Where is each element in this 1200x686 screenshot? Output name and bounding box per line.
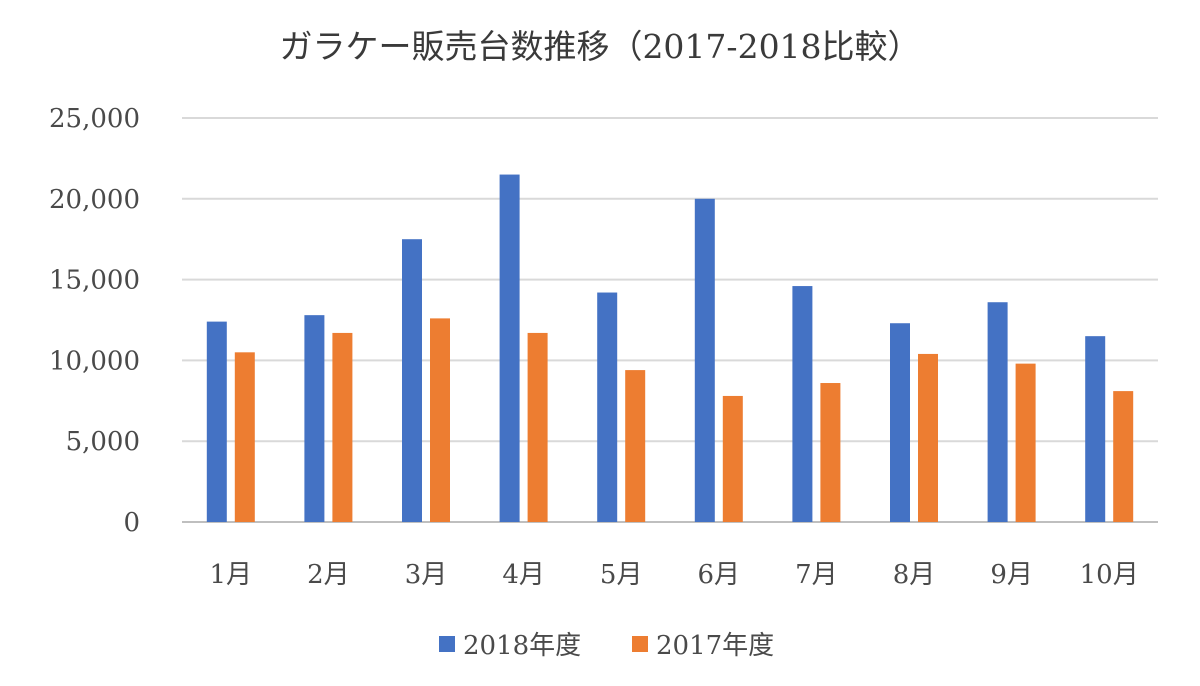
x-tick-label: 4月 <box>502 560 545 590</box>
bar-series-b <box>820 383 841 522</box>
bar-series-a <box>597 292 618 522</box>
x-tick-label: 9月 <box>990 560 1033 590</box>
x-tick-label: 7月 <box>795 560 838 590</box>
legend: 2018年度 2017年度 <box>439 631 774 661</box>
bar-series-b <box>722 395 743 522</box>
x-axis-ticks: 1月 2月 3月 4月 5月 6月 7月 8月 9月 10月 <box>210 560 1139 590</box>
bar-series-a <box>304 315 325 522</box>
bar-series-a <box>1085 336 1106 522</box>
y-tick-label: 5,000 <box>66 427 140 457</box>
y-tick-label: 20,000 <box>49 185 140 215</box>
bar-series-b <box>430 318 450 522</box>
grid-lines <box>182 117 1158 523</box>
bar-series-b <box>918 353 938 522</box>
bar-series-b <box>1015 363 1036 522</box>
bar-series-a <box>890 323 910 522</box>
bar-series-b <box>234 352 255 522</box>
bar-series-a <box>402 239 422 522</box>
x-tick-label: 6月 <box>698 560 741 590</box>
bar-series-a <box>499 174 520 522</box>
x-tick-label: 3月 <box>405 560 448 590</box>
y-tick-label: 10,000 <box>49 346 140 376</box>
legend-swatch <box>632 636 648 652</box>
legend-label: 2018年度 <box>463 631 581 661</box>
x-tick-label: 1月 <box>210 560 253 590</box>
bar-series-a <box>792 286 813 522</box>
bar-series-b <box>1113 391 1134 522</box>
bars <box>206 174 1134 523</box>
bar-series-a <box>206 321 227 522</box>
chart-title: ガラケー販売台数推移（2017-2018比較） <box>279 27 920 66</box>
x-tick-label: 10月 <box>1080 560 1139 590</box>
bar-series-b <box>527 332 548 522</box>
bar-series-a <box>987 302 1008 522</box>
bar-series-b <box>625 370 646 522</box>
y-tick-label: 25,000 <box>49 104 140 134</box>
y-tick-label: 0 <box>123 508 140 538</box>
y-axis-ticks: 0 5,000 10,000 15,000 20,000 25,000 <box>49 104 140 538</box>
bar-series-b <box>332 332 353 522</box>
legend-swatch <box>439 636 455 652</box>
legend-label: 2017年度 <box>656 631 774 661</box>
x-tick-label: 8月 <box>893 560 936 590</box>
y-tick-label: 15,000 <box>49 266 140 296</box>
bar-series-a <box>694 198 715 523</box>
x-tick-label: 5月 <box>600 560 643 590</box>
x-tick-label: 2月 <box>307 560 350 590</box>
